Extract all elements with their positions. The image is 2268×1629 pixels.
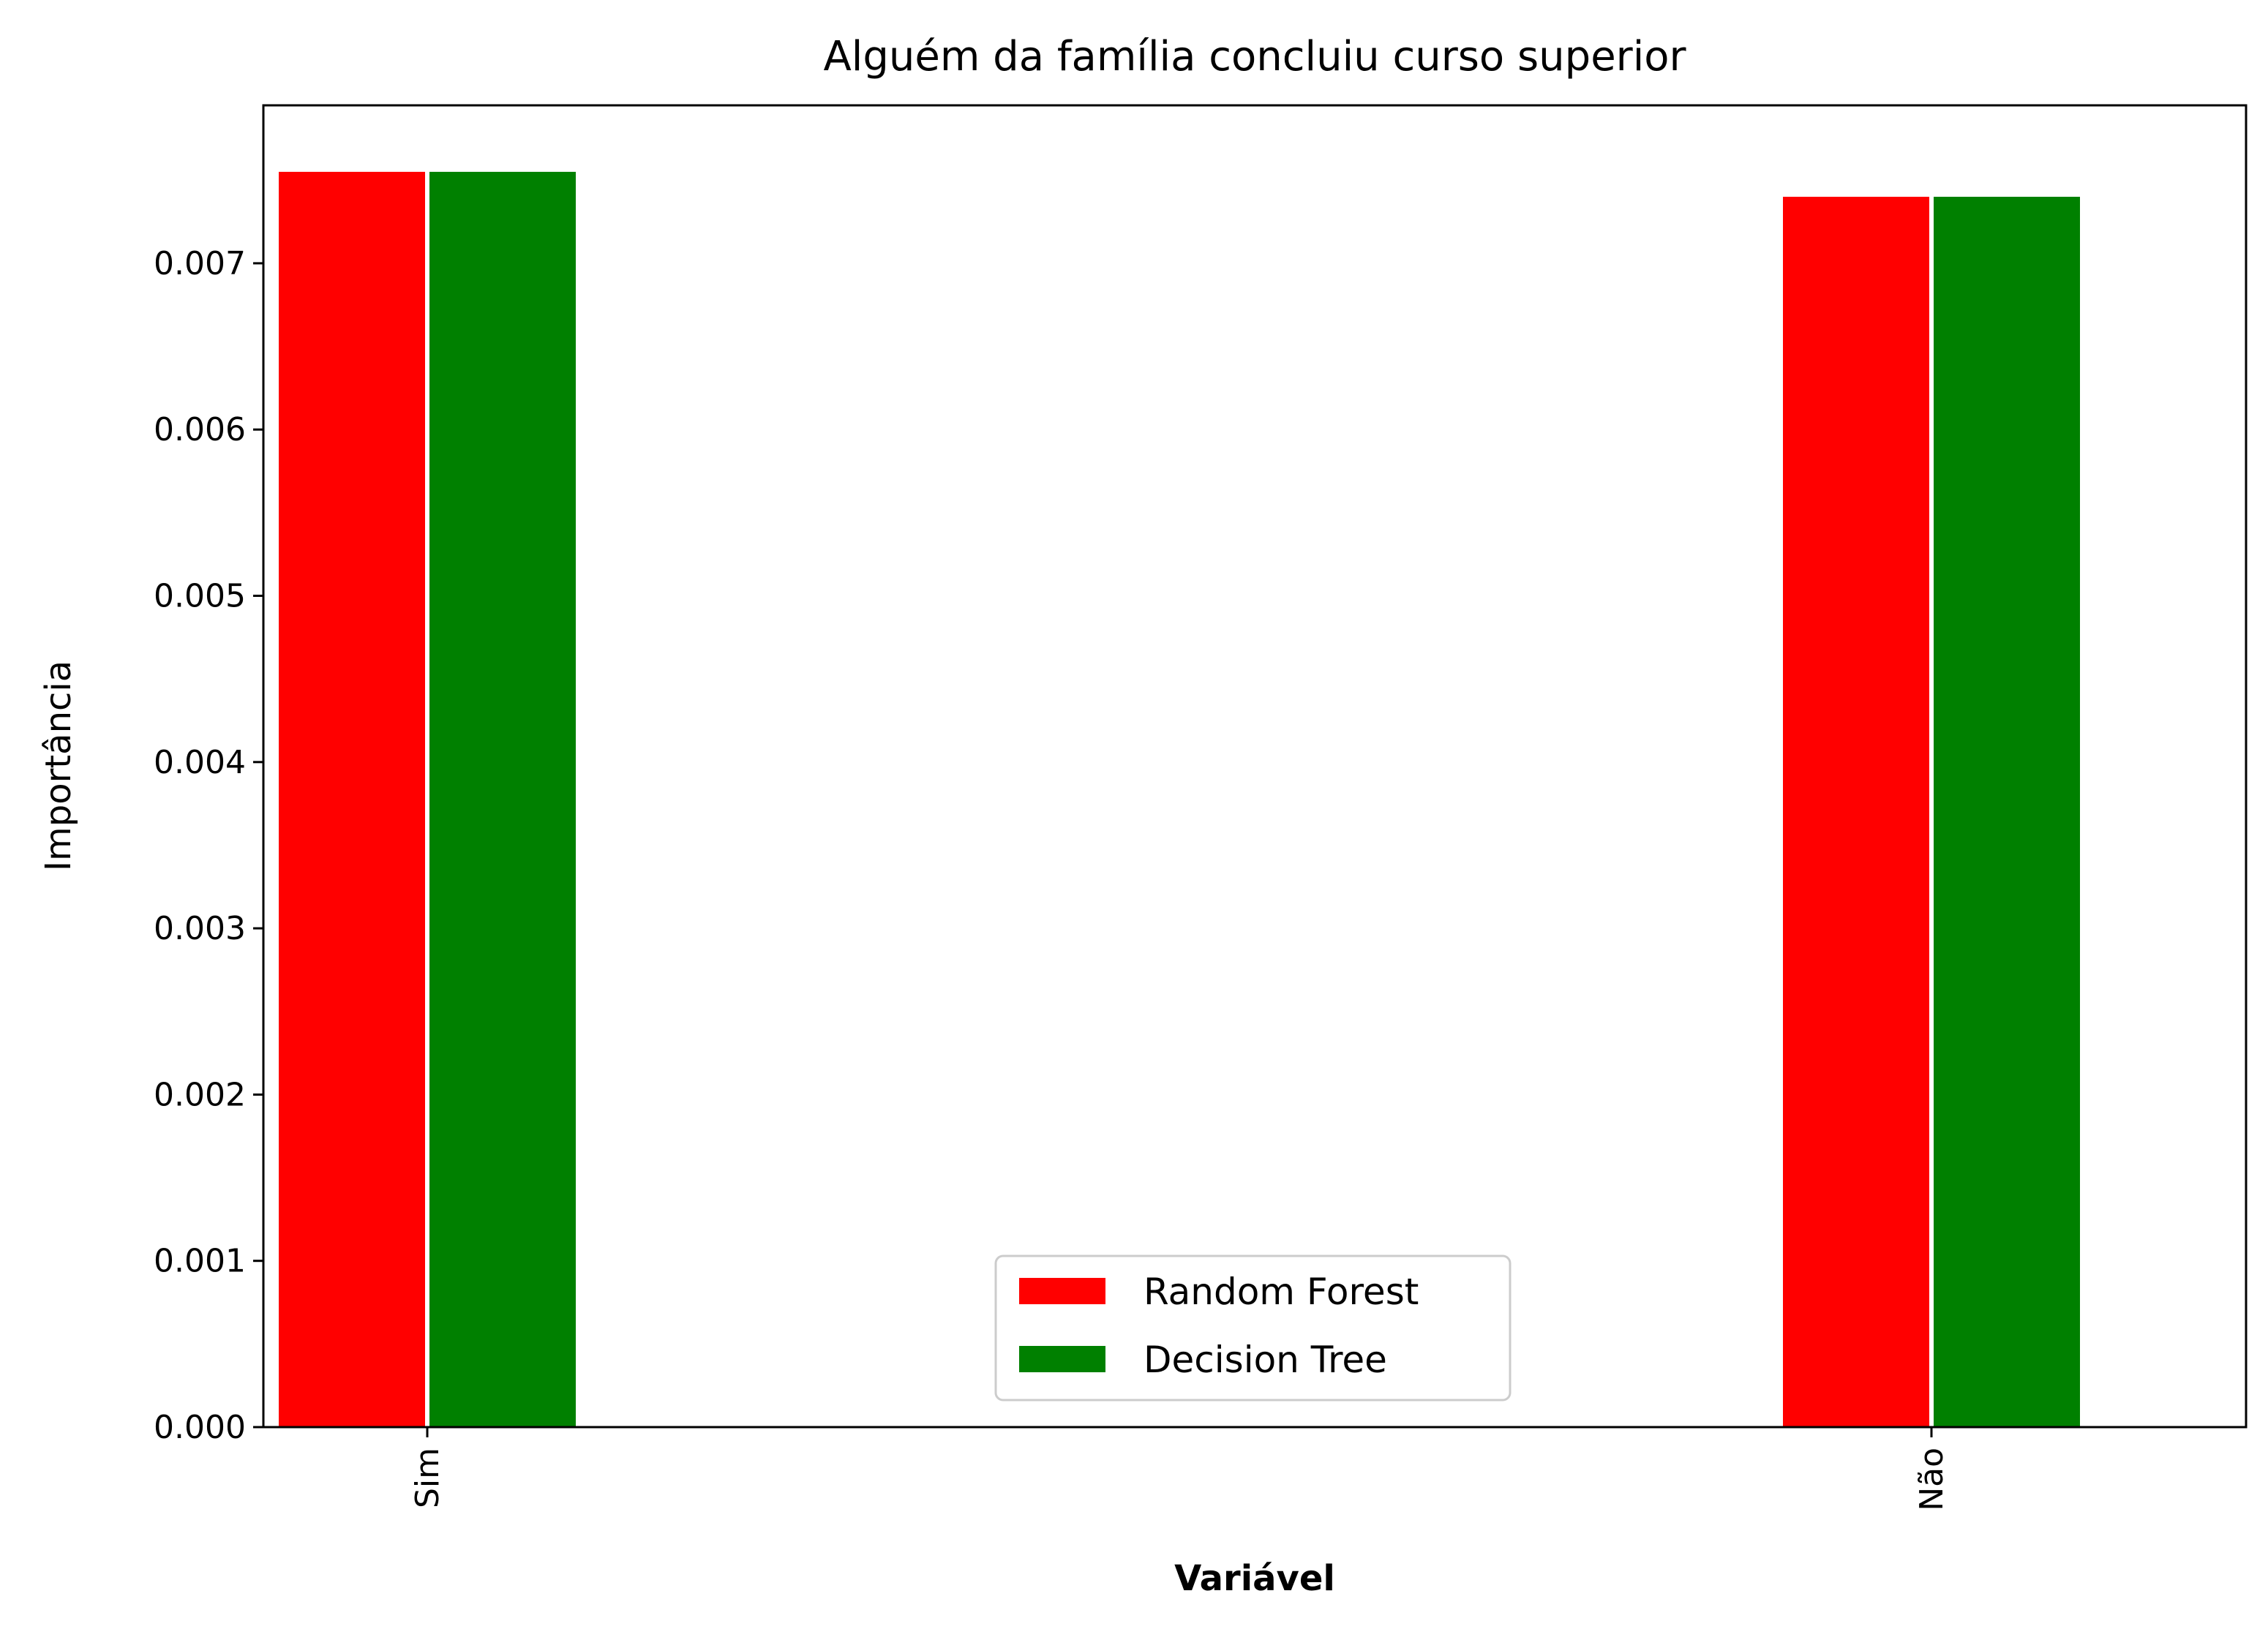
legend: Random Forest Decision Tree xyxy=(994,1254,1512,1402)
y-tick-label: 0.004 xyxy=(154,744,246,781)
y-axis-label: Importância xyxy=(38,661,79,871)
y-tick-label: 0.001 xyxy=(154,1243,246,1280)
bar-decision-tree-1 xyxy=(1934,197,2080,1427)
y-axis: 0.000 0.001 0.002 0.003 0.004 0.005 0.006 0.007 xyxy=(154,245,263,1446)
x-tick-label: Sim xyxy=(409,1448,446,1508)
plot-frame xyxy=(262,104,2248,1429)
legend-swatch-random-forest xyxy=(1019,1278,1105,1304)
x-axis-label: Variável xyxy=(1174,1558,1335,1599)
y-tick-label: 0.007 xyxy=(154,245,246,282)
y-tick-label: 0.005 xyxy=(154,578,246,615)
y-tick-label: 0.000 xyxy=(154,1409,246,1446)
bar-random-forest-1 xyxy=(1783,197,1929,1427)
x-tick-label: Não xyxy=(1913,1448,1950,1511)
bar-decision-tree-0 xyxy=(429,171,576,1428)
y-tick-label: 0.002 xyxy=(154,1076,246,1113)
legend-label-decision-tree: Decision Tree xyxy=(1144,1339,1387,1381)
y-tick-label: 0.003 xyxy=(154,910,246,947)
legend-swatch-decision-tree xyxy=(1019,1346,1105,1372)
x-axis: Sim Não xyxy=(409,1427,1950,1511)
y-tick-label: 0.006 xyxy=(154,411,246,448)
bar-random-forest-0 xyxy=(279,171,425,1428)
legend-label-random-forest: Random Forest xyxy=(1144,1271,1419,1313)
bars-group xyxy=(279,171,2080,1428)
chart-title: Alguém da família concluiu curso superio… xyxy=(823,33,1686,80)
legend-frame xyxy=(994,1254,1512,1402)
